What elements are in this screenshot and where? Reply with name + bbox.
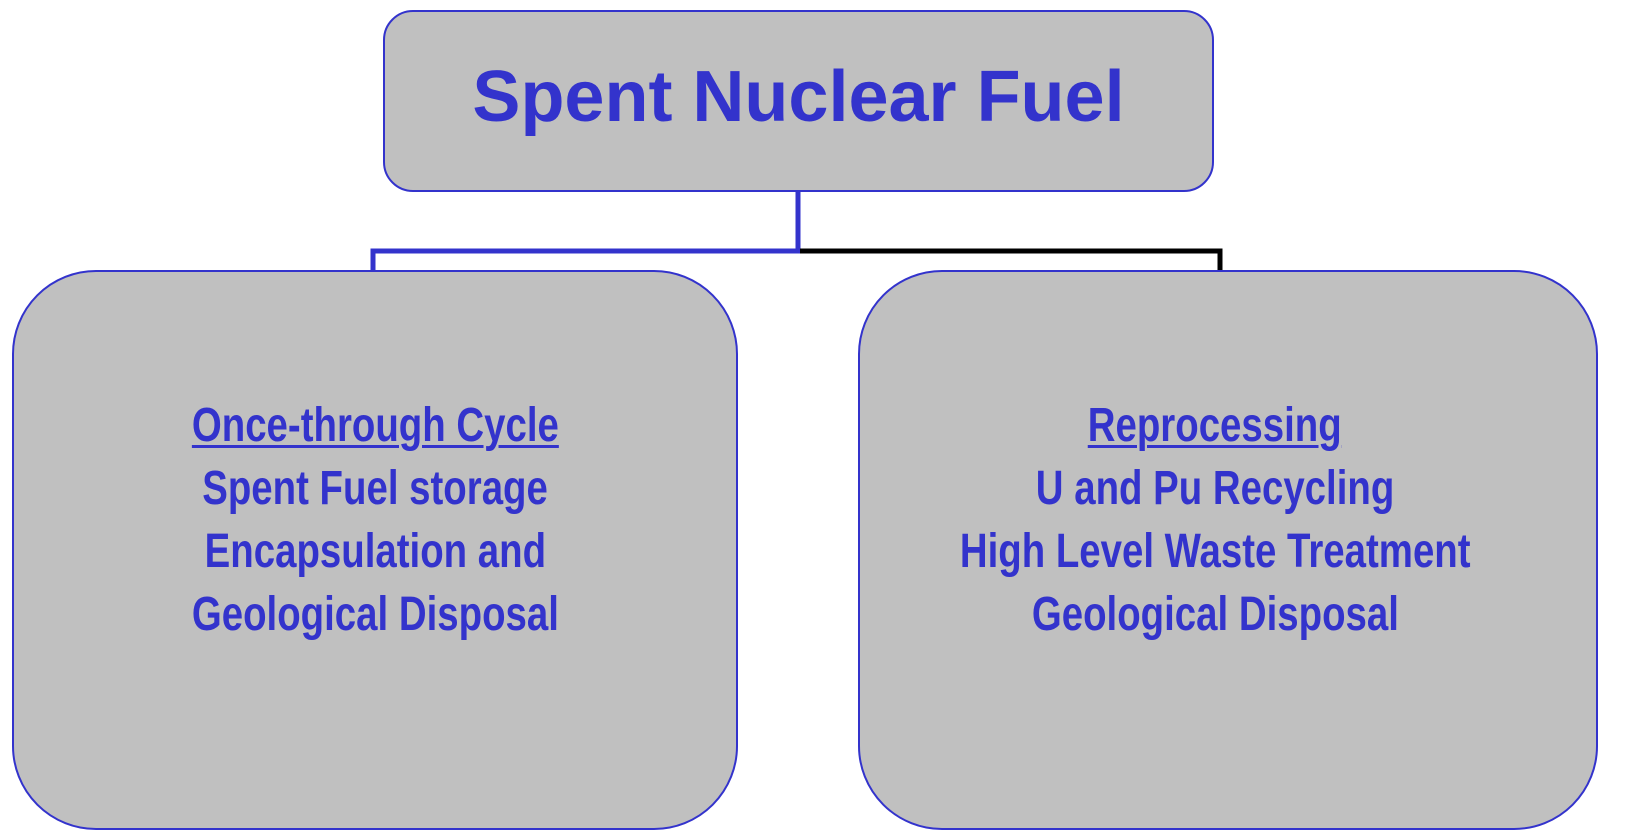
child-node: Once-through Cycle Spent Fuel storage En… — [12, 270, 738, 830]
node-line: Geological Disposal — [860, 583, 1570, 646]
node-text: Once-through Cycle Spent Fuel storage En… — [14, 394, 736, 646]
node-title-text: Reprocessing — [1088, 399, 1342, 452]
node-title-text: Once-through Cycle — [191, 399, 559, 452]
node-line-text: Geological Disposal — [191, 588, 559, 641]
node-title: Once-through Cycle — [14, 394, 736, 457]
connectors — [370, 190, 1223, 272]
node-line: High Level Waste Treatment — [860, 520, 1570, 583]
connector-left — [370, 190, 801, 272]
page: {"nodes": [ {"label": "Spent Nuclear Fue… — [12, 10, 1598, 830]
node-line: Encapsulation and — [14, 520, 736, 583]
node-line-text: Encapsulation and — [204, 525, 546, 578]
child-node: Reprocessing U and Pu Recycling High Lev… — [858, 270, 1598, 830]
node-line: Geological Disposal — [14, 583, 736, 646]
root-label: Spent Nuclear Fuel — [472, 57, 1125, 137]
node-text: Reprocessing U and Pu Recycling High Lev… — [860, 394, 1570, 646]
node-line: U and Pu Recycling — [860, 457, 1570, 520]
node-line: Spent Fuel storage — [14, 457, 736, 520]
node-line-text: High Level Waste Treatment — [959, 525, 1471, 578]
node-title: Reprocessing — [860, 394, 1570, 457]
node-line-text: Spent Fuel storage — [202, 462, 548, 515]
node-line-text: U and Pu Recycling — [1035, 462, 1395, 515]
root-node: Spent Nuclear Fuel — [383, 10, 1214, 192]
connector-right — [800, 248, 1223, 272]
node-line-text: Geological Disposal — [1031, 588, 1399, 641]
